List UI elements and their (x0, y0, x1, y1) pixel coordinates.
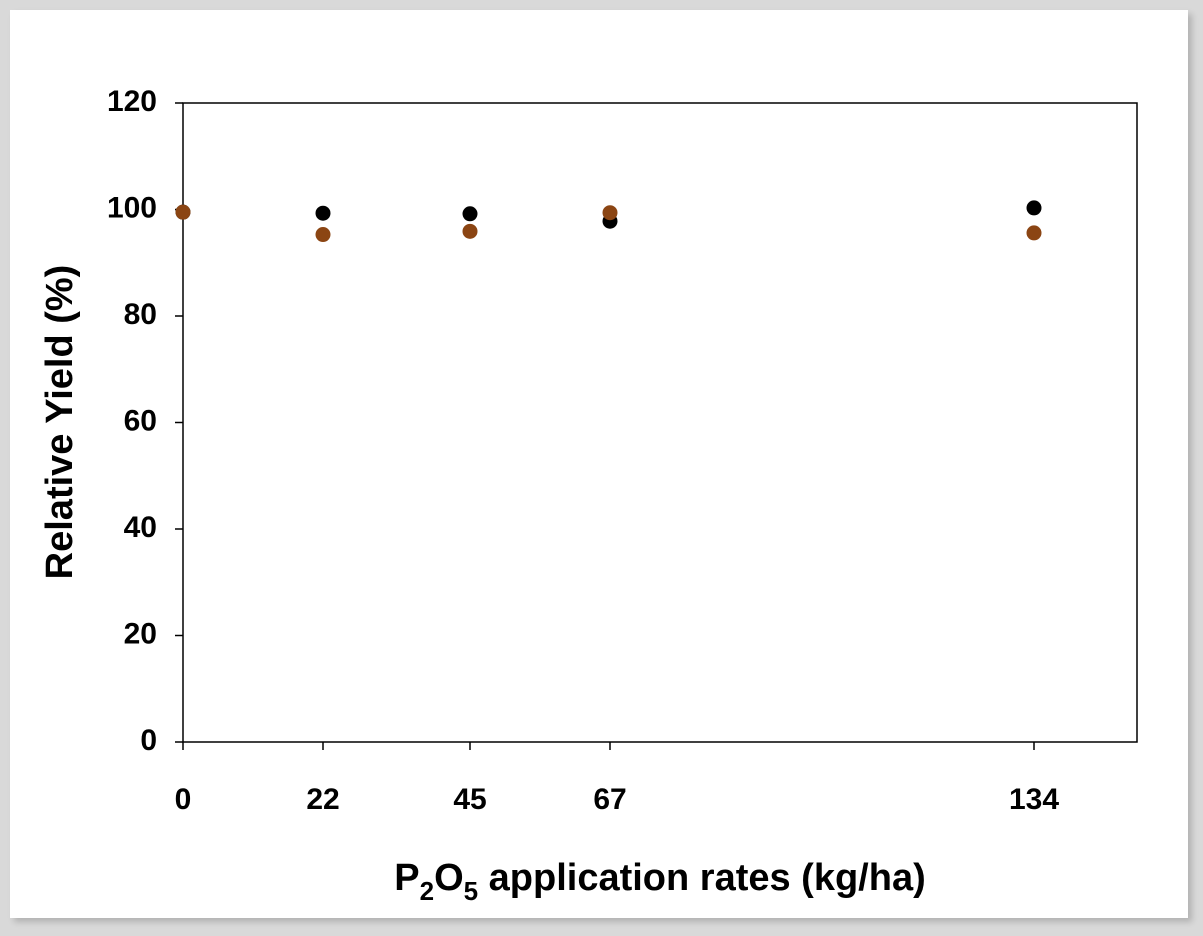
y-tick-label: 80 (124, 298, 157, 331)
y-tick-label: 120 (107, 85, 157, 118)
x-axis-title-part: O (434, 857, 464, 899)
x-axis-title: P2O5 application rates (kg/ha) (394, 857, 926, 906)
y-tick-label: 0 (140, 724, 157, 757)
x-axis-title-subscript: 5 (464, 876, 478, 906)
series-1-point (462, 206, 478, 222)
x-tick-label: 67 (593, 783, 626, 816)
x-tick-label: 22 (306, 783, 339, 816)
series-2-point (175, 204, 191, 220)
series-2-point (1026, 225, 1042, 241)
x-axis-ticks: 0 22 45 67 134 (175, 742, 1059, 816)
x-tick-label: 45 (453, 783, 486, 816)
series-1-point (315, 205, 331, 221)
x-tick-label: 134 (1009, 783, 1059, 816)
y-tick-label: 40 (124, 511, 157, 544)
y-axis-title: Relative Yield (%) (39, 265, 81, 580)
plot-area (182, 102, 1138, 743)
x-tick-label: 0 (175, 783, 192, 816)
series-1-point (1026, 200, 1042, 216)
x-axis-title-part: P (394, 857, 419, 899)
series-2-point (602, 205, 618, 221)
series-2-point (315, 227, 331, 243)
y-tick-label: 60 (124, 404, 157, 437)
y-tick-label: 20 (124, 617, 157, 650)
x-axis-title-subscript: 2 (420, 876, 434, 906)
x-axis-title-part: application rates (kg/ha) (478, 857, 926, 899)
data-points (175, 200, 1042, 243)
series-2-point (462, 223, 478, 239)
y-axis-ticks: 0 20 40 60 80 100 120 (107, 85, 183, 757)
y-tick-label: 100 (107, 191, 157, 224)
